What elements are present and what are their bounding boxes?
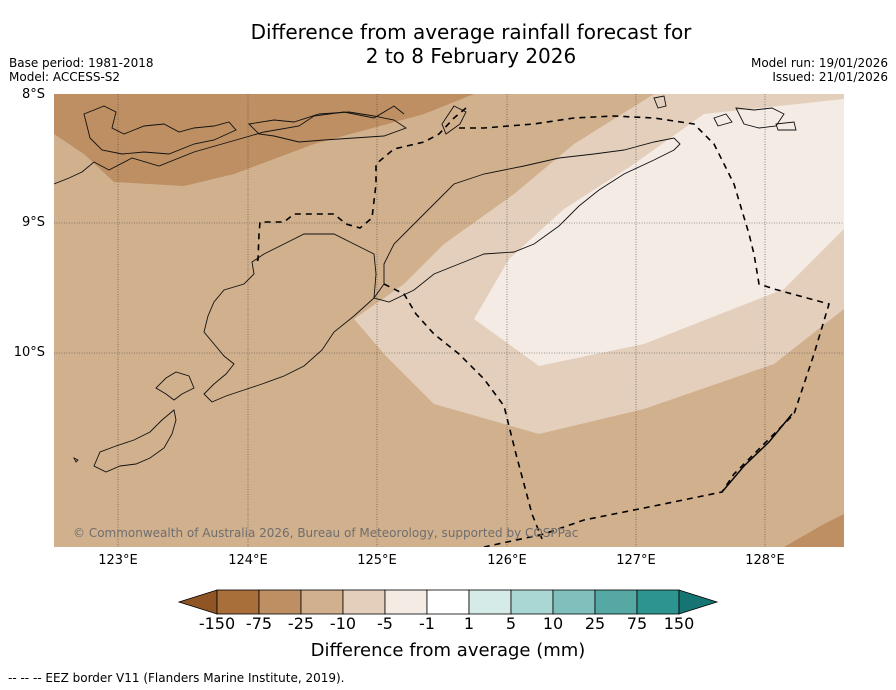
colorbar-cell <box>510 589 554 615</box>
colorbar-extend-high <box>678 589 719 615</box>
lon-label-124e: 124°E <box>228 553 268 568</box>
island-small-2 <box>713 113 733 127</box>
colorbar-tick-label: 5 <box>505 614 517 633</box>
colorbar-cell <box>468 589 512 615</box>
eez-border-note: -- -- -- EEZ border V11 (Flanders Marine… <box>8 671 345 685</box>
map-panel <box>54 94 844 547</box>
lon-label-127e: 127°E <box>616 553 656 568</box>
colorbar-tick-label: 150 <box>663 614 695 633</box>
chart-title: Difference from average rainfall forecas… <box>0 20 896 68</box>
model-run: Model run: 19/01/2026 <box>750 56 888 70</box>
colorbar-tick-label: -5 <box>377 614 393 633</box>
island-wetar <box>735 107 785 129</box>
anomaly-band-minus5 <box>474 99 844 366</box>
colorbar-extend-low <box>178 589 218 615</box>
island-ndana <box>72 456 79 463</box>
island-atauro <box>441 105 467 135</box>
colorbar-title: Difference from average (mm) <box>310 640 586 661</box>
meta-left: Base period: 1981-2018 Model: ACCESS-S2 <box>9 56 154 84</box>
colorbar-cell <box>426 589 470 615</box>
title-line-1: Difference from average rainfall forecas… <box>250 20 692 44</box>
lon-label-126e: 126°E <box>487 553 527 568</box>
island-rote <box>93 409 177 473</box>
colorbar-tick-label: -10 <box>329 614 357 633</box>
colorbar-cell <box>552 589 596 615</box>
lat-label-10s: 10°S <box>13 345 45 360</box>
island-small-3 <box>775 121 797 131</box>
colorbar-cell <box>300 589 344 615</box>
base-period: Base period: 1981-2018 <box>9 56 154 70</box>
colorbar-tick-label: 10 <box>542 614 564 633</box>
colorbar-tick-label: -1 <box>419 614 435 633</box>
colorbar-cell <box>384 589 428 615</box>
colorbar-cell <box>594 589 638 615</box>
lon-label-128e: 128°E <box>745 553 785 568</box>
colorbar-cell <box>636 589 680 615</box>
eez-border-south <box>383 283 543 540</box>
issued-date: Issued: 21/01/2026 <box>772 70 888 84</box>
colorbar <box>178 589 719 615</box>
lon-label-125e: 125°E <box>357 553 397 568</box>
coast-north-islands <box>54 105 405 185</box>
meta-right: Model run: 19/01/2026 Issued: 21/01/2026 <box>751 56 888 84</box>
lat-label-9s: 9°S <box>21 215 45 230</box>
lat-label-8s: 8°S <box>21 87 45 102</box>
colorbar-cell <box>258 589 302 615</box>
coastlines <box>54 95 797 473</box>
graticule <box>54 94 844 547</box>
model-name: Model: ACCESS-S2 <box>9 70 121 84</box>
eez-border-solid <box>721 413 793 493</box>
island-small-1 <box>653 95 667 109</box>
colorbar-cell <box>342 589 386 615</box>
eez-border-east <box>459 115 831 547</box>
colorbar-cell <box>216 589 260 615</box>
anomaly-band-minus75-south <box>784 514 844 547</box>
island-alor <box>248 111 407 143</box>
colorbar-tick-label: -75 <box>245 614 273 633</box>
colorbar-tick-label: 75 <box>626 614 648 633</box>
colorbar-tick-label: 1 <box>463 614 475 633</box>
island-semau <box>155 371 195 401</box>
eez-border-west <box>253 107 467 263</box>
colorbar-tick-label: -150 <box>198 614 236 633</box>
island-timor-west <box>203 233 377 403</box>
map-canvas <box>54 94 844 547</box>
copyright-text: © Commonwealth of Australia 2026, Bureau… <box>73 526 579 540</box>
lon-label-123e: 123°E <box>98 553 138 568</box>
island-flores <box>83 105 237 155</box>
colorbar-tick-label: 25 <box>584 614 606 633</box>
title-line-2: 2 to 8 February 2026 <box>365 44 577 68</box>
colorbar-tick-label: -25 <box>287 614 315 633</box>
